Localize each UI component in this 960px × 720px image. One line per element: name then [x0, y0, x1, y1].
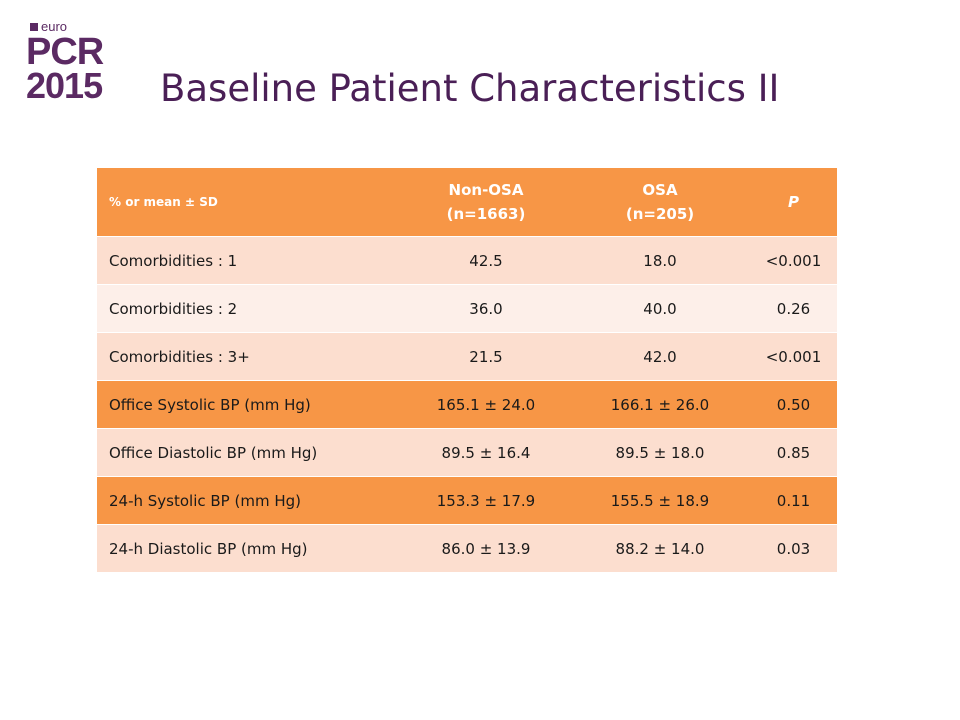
row-non-osa: 89.5 ± 16.4 [441, 443, 531, 462]
row-non-osa: 86.0 ± 13.9 [441, 539, 531, 558]
header-osa-n: (n=205) [625, 205, 695, 223]
table-row: 24-h Diastolic BP (mm Hg) 86.0 ± 13.9 88… [97, 525, 837, 573]
row-label: Office Systolic BP (mm Hg) [109, 395, 311, 414]
logo-square-icon [30, 23, 38, 31]
row-p: 0.03 [776, 539, 811, 558]
table-row: Comorbidities : 1 42.5 18.0 <0.001 [97, 237, 837, 285]
table-row: Office Systolic BP (mm Hg) 165.1 ± 24.0 … [97, 381, 837, 429]
row-osa: 89.5 ± 18.0 [615, 443, 705, 462]
slide-title: Baseline Patient Characteristics II [160, 67, 780, 110]
row-label: 24-h Diastolic BP (mm Hg) [109, 539, 308, 558]
row-p: <0.001 [765, 251, 822, 270]
header-osa: OSA (n=205) [570, 178, 750, 226]
row-osa: 155.5 ± 18.9 [610, 491, 710, 510]
row-label: Office Diastolic BP (mm Hg) [109, 443, 318, 462]
row-label: Comorbidities : 3+ [109, 347, 250, 366]
row-non-osa: 42.5 [469, 251, 503, 270]
header-non-osa-n: (n=1663) [446, 205, 526, 223]
header-non-osa: Non-OSA (n=1663) [402, 178, 570, 226]
row-osa: 42.0 [643, 347, 677, 366]
row-p: 0.85 [776, 443, 811, 462]
header-p: P [788, 193, 799, 211]
row-label: Comorbidities : 1 [109, 251, 238, 270]
header-non-osa-label: Non-OSA [448, 181, 524, 199]
header-osa-label: OSA [642, 181, 678, 199]
europcr-2015-logo: euro PCR 2015 [26, 20, 126, 110]
row-p: 0.11 [776, 491, 811, 510]
row-label: 24-h Systolic BP (mm Hg) [109, 491, 301, 510]
row-non-osa: 36.0 [469, 299, 503, 318]
row-non-osa: 153.3 ± 17.9 [436, 491, 536, 510]
table-row: 24-h Systolic BP (mm Hg) 153.3 ± 17.9 15… [97, 477, 837, 525]
row-osa: 40.0 [643, 299, 677, 318]
table-header-row: % or mean ± SD Non-OSA (n=1663) OSA (n=2… [97, 168, 837, 237]
logo-brand: PCR [26, 31, 104, 73]
row-non-osa: 165.1 ± 24.0 [436, 395, 536, 414]
logo-prefix: euro [41, 19, 68, 34]
logo-euro-text: euro [30, 20, 67, 34]
row-p: 0.50 [776, 395, 811, 414]
row-osa: 88.2 ± 14.0 [615, 539, 705, 558]
row-osa: 166.1 ± 26.0 [610, 395, 710, 414]
logo-year: 2015 [26, 65, 103, 106]
row-p: <0.001 [765, 347, 822, 366]
table-row: Comorbidities : 2 36.0 40.0 0.26 [97, 285, 837, 333]
characteristics-table: % or mean ± SD Non-OSA (n=1663) OSA (n=2… [97, 168, 837, 573]
table-row: Comorbidities : 3+ 21.5 42.0 <0.001 [97, 333, 837, 381]
row-p: 0.26 [776, 299, 811, 318]
row-label: Comorbidities : 2 [109, 299, 238, 318]
row-osa: 18.0 [643, 251, 677, 270]
table-row: Office Diastolic BP (mm Hg) 89.5 ± 16.4 … [97, 429, 837, 477]
header-measure: % or mean ± SD [109, 195, 218, 209]
row-non-osa: 21.5 [469, 347, 503, 366]
